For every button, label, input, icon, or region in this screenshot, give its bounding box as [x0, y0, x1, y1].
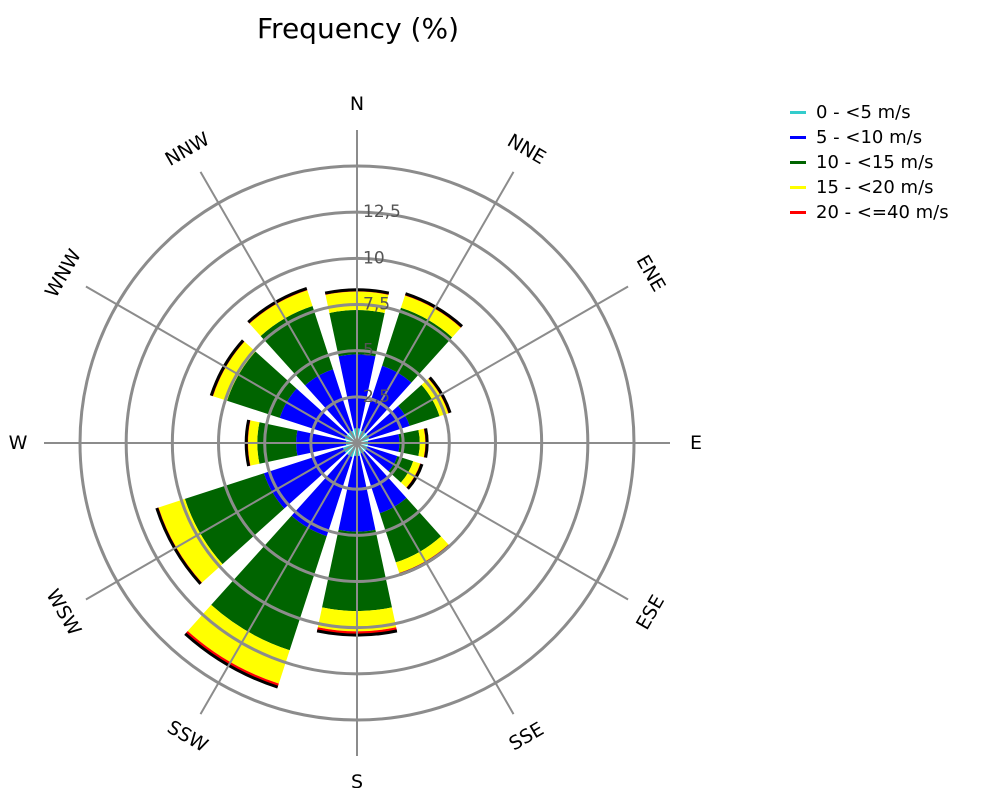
- direction-label-wnw: WNW: [41, 245, 86, 301]
- petal-segment-sse-2: [379, 497, 442, 563]
- legend-item: 10 - <15 m/s: [790, 150, 949, 175]
- legend-item: 0 - <5 m/s: [790, 100, 949, 125]
- legend-item: 15 - <20 m/s: [790, 175, 949, 200]
- spoke-sse: [356, 442, 515, 715]
- petal-segment-wnw-4: [211, 340, 245, 397]
- ring-label: 5: [363, 341, 374, 361]
- petal-segment-ssw-4: [185, 631, 279, 688]
- petal-segment-ssw-1: [291, 453, 353, 537]
- spoke-nne: [356, 171, 515, 444]
- ring-label: 10: [363, 248, 385, 268]
- spoke-nnw: [199, 171, 358, 444]
- petal-segment-nnw-4: [248, 288, 308, 324]
- legend-swatch: [790, 186, 806, 189]
- direction-label-ssw: SSW: [163, 716, 211, 757]
- ring-label: 12,5: [363, 202, 401, 222]
- direction-label-sse: SSE: [505, 718, 547, 755]
- petal-segment-wsw-2: [184, 473, 285, 565]
- legend-swatch: [790, 161, 806, 164]
- petals-layer: [155, 287, 464, 689]
- legend-label: 5 - <10 m/s: [816, 127, 923, 148]
- legend-item: 20 - <=40 m/s: [790, 200, 949, 225]
- spoke-ssw: [199, 442, 358, 715]
- spoke-ene: [356, 285, 629, 444]
- direction-label-ese: ESE: [632, 591, 669, 633]
- petal-segment-wsw-1: [263, 447, 347, 509]
- petal-segment-nne-2: [382, 307, 453, 383]
- direction-label-wsw: WSW: [41, 586, 85, 640]
- direction-label-nne: NNE: [503, 130, 549, 169]
- petal-segment-wsw-3: [158, 498, 223, 583]
- petal-segment-nne-4: [404, 293, 463, 328]
- ring-label: 7,5: [363, 295, 390, 315]
- legend: 0 - <5 m/s 5 - <10 m/s 10 - <15 m/s 15 -…: [790, 100, 949, 225]
- legend-label: 10 - <15 m/s: [816, 152, 934, 173]
- petal-segment-ene-2: [398, 384, 440, 426]
- spoke-wnw: [85, 285, 358, 444]
- direction-label-ene: ENE: [631, 251, 669, 295]
- petal-segment-wnw-1: [279, 388, 348, 440]
- direction-label-w: W: [9, 432, 28, 454]
- legend-swatch: [790, 211, 806, 214]
- spoke-ese: [356, 442, 629, 601]
- spokes-layer: [44, 130, 670, 756]
- petal-segment-nnw-2: [260, 306, 334, 386]
- direction-label-n: N: [350, 93, 364, 115]
- legend-item: 5 - <10 m/s: [790, 125, 949, 150]
- direction-label-e: E: [690, 432, 702, 454]
- chart-title: Frequency (%): [256, 12, 459, 45]
- petal-segment-nnw-1: [305, 369, 354, 434]
- legend-swatch: [790, 136, 806, 139]
- petal-segment-wnw-2: [227, 351, 297, 418]
- legend-label: 0 - <5 m/s: [816, 102, 911, 123]
- petal-segment-ese-4: [406, 463, 422, 489]
- legend-label: 15 - <20 m/s: [816, 177, 934, 198]
- direction-label-nnw: NNW: [162, 128, 214, 171]
- ring-label: 2,5: [363, 387, 390, 407]
- legend-swatch: [790, 111, 806, 114]
- spoke-wsw: [85, 442, 358, 601]
- petal-segment-nne-1: [360, 365, 412, 434]
- legend-label: 20 - <=40 m/s: [816, 202, 949, 223]
- direction-label-s: S: [351, 771, 363, 788]
